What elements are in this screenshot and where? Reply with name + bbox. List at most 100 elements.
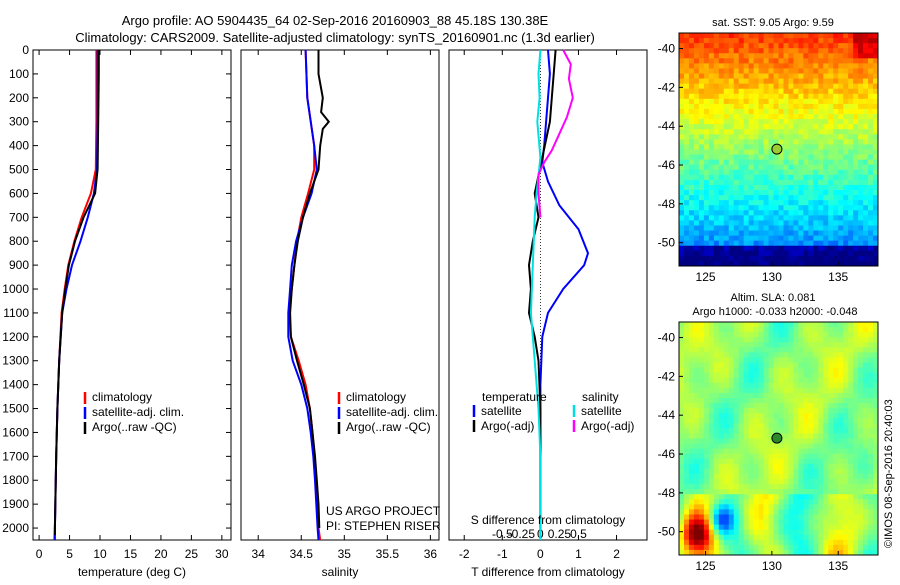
- map-cell: [858, 357, 864, 363]
- map-cell: [703, 362, 710, 368]
- legend-argo-label: Argo(..raw -QC): [346, 420, 431, 434]
- map-cell: [858, 337, 864, 343]
- map-cell: [873, 114, 879, 120]
- map-cell: [698, 448, 705, 455]
- map-cell: [793, 230, 799, 237]
- map-cell: [688, 255, 695, 262]
- map-cell: [823, 33, 829, 39]
- map-cell: [848, 514, 854, 520]
- map-cell: [793, 428, 799, 434]
- y-tick-label: 700: [9, 210, 29, 224]
- map-cell: [808, 397, 814, 404]
- map-cell: [708, 38, 715, 44]
- map-cell: [873, 524, 879, 531]
- map-cell: [863, 352, 869, 358]
- map-cell: [833, 514, 839, 520]
- map-cell: [718, 88, 725, 95]
- map-cell: [679, 397, 685, 404]
- map-cell: [818, 509, 824, 515]
- map-cell: [818, 332, 824, 338]
- map-cell: [723, 362, 730, 368]
- map-cell: [723, 174, 730, 181]
- map-cell: [798, 453, 804, 460]
- map-cell: [818, 392, 824, 399]
- map-cell: [753, 73, 760, 79]
- map-cell: [738, 438, 745, 444]
- map-cell: [748, 377, 755, 384]
- map-cell: [858, 134, 864, 140]
- map-cell: [853, 225, 859, 231]
- map-cell: [718, 83, 725, 90]
- map-cell: [718, 250, 725, 257]
- map-cell: [813, 327, 819, 333]
- map-cell: [813, 524, 819, 531]
- map-cell: [813, 534, 819, 541]
- map-cell: [828, 453, 834, 460]
- map-cell: [748, 397, 755, 404]
- map-cell: [738, 372, 745, 379]
- map-cell: [753, 38, 760, 44]
- map-cell: [698, 159, 705, 166]
- map-cell: [708, 408, 715, 414]
- map-cell: [778, 397, 784, 404]
- map-cell: [853, 169, 859, 176]
- map-cell: [758, 357, 764, 363]
- map-cell: [813, 154, 819, 161]
- map-cell: [763, 357, 769, 363]
- map-cell: [788, 377, 794, 384]
- map-cell: [833, 413, 839, 419]
- map-cell: [788, 230, 794, 237]
- map-cell: [798, 179, 804, 186]
- map-cell: [833, 539, 839, 546]
- map-cell: [813, 53, 819, 59]
- map-cell: [768, 73, 774, 79]
- map-cell: [723, 230, 730, 237]
- map-cell: [863, 129, 869, 135]
- map-cell: [679, 428, 685, 434]
- map-cell: [698, 342, 705, 348]
- map-cell: [863, 519, 869, 526]
- map-cell: [773, 98, 779, 105]
- map-cell: [798, 200, 804, 206]
- map-cell: [728, 43, 735, 49]
- map-cell: [698, 225, 705, 231]
- map-cell: [679, 484, 685, 490]
- x-tick-label: 1: [575, 547, 582, 561]
- map-cell: [803, 514, 809, 520]
- map-cell: [868, 403, 874, 409]
- map-cell: [713, 108, 720, 115]
- map-cell: [813, 78, 819, 85]
- map-cell: [773, 504, 779, 510]
- map-cell: [828, 367, 834, 374]
- map-cell: [753, 144, 760, 150]
- map-cell: [733, 357, 740, 363]
- map-cell: [698, 164, 705, 171]
- map-cell: [808, 403, 814, 409]
- map-cell: [803, 98, 809, 105]
- map-cell: [798, 413, 804, 419]
- map-cell: [718, 534, 725, 541]
- map-cell: [803, 352, 809, 358]
- map-cell: [693, 240, 700, 247]
- map-cell: [828, 534, 834, 541]
- map-cell: [723, 78, 730, 85]
- map-cell: [723, 225, 730, 231]
- map-cell: [848, 408, 854, 414]
- map-cell: [818, 327, 824, 333]
- map-cell: [713, 184, 720, 191]
- map-cell: [823, 139, 829, 145]
- map-cell: [788, 362, 794, 368]
- map-cell: [808, 332, 814, 338]
- map-cell: [679, 322, 685, 328]
- map-cell: [703, 352, 710, 358]
- map-cell: [793, 544, 799, 551]
- x-tick-label: 5: [66, 547, 73, 561]
- map-cell: [738, 382, 745, 389]
- map-cell: [679, 418, 685, 424]
- map-cell: [863, 322, 869, 328]
- map-cell: [693, 519, 700, 526]
- map-cell: [693, 509, 700, 515]
- map-cell: [708, 103, 715, 110]
- map-cell: [768, 539, 774, 546]
- map-cell: [763, 169, 769, 176]
